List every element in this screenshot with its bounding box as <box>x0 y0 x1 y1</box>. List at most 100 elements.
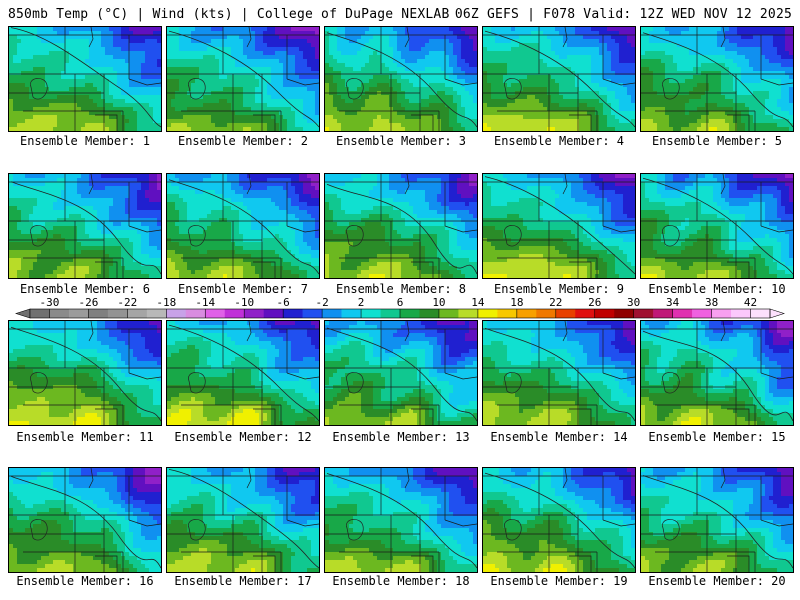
temperature-cell <box>571 107 576 112</box>
temperature-cell <box>421 119 426 124</box>
temperature-cell <box>357 75 362 80</box>
temperature-cell <box>607 115 612 120</box>
temperature-cell <box>137 67 142 72</box>
temperature-cell <box>539 35 544 40</box>
temperature-cell <box>539 127 544 131</box>
temperature-cell <box>499 83 504 88</box>
temperature-cell <box>539 115 544 120</box>
temperature-cell <box>219 115 224 120</box>
temperature-cell <box>753 71 758 76</box>
temperature-cell <box>219 35 224 40</box>
temperature-cell <box>551 43 556 48</box>
temperature-cell <box>409 79 414 84</box>
temperature-cell <box>669 55 674 60</box>
temperature-cell <box>377 51 382 56</box>
temperature-cell <box>777 71 782 76</box>
temperature-cell <box>665 83 670 88</box>
temperature-cell <box>157 107 161 112</box>
temperature-cell <box>789 107 793 112</box>
temperature-cell <box>729 111 734 116</box>
temperature-cell <box>105 107 110 112</box>
temperature-cell <box>685 51 690 56</box>
state-borders <box>167 27 319 131</box>
temperature-cell <box>137 39 142 44</box>
temperature-cell <box>219 67 224 72</box>
temperature-cell <box>701 79 706 84</box>
temperature-cell <box>631 27 635 32</box>
temperature-cell <box>89 67 94 72</box>
temperature-cell <box>599 123 604 128</box>
temperature-cell <box>101 27 106 32</box>
temperature-cell <box>29 55 34 60</box>
temperature-cell <box>333 67 338 72</box>
temperature-cell <box>657 75 662 80</box>
temperature-cell <box>725 67 730 72</box>
temperature-cell <box>77 95 82 100</box>
temperature-cell <box>709 47 714 52</box>
temperature-cell <box>349 43 354 48</box>
temperature-cell <box>773 55 778 60</box>
temperature-cell <box>551 35 556 40</box>
temperature-cell <box>93 83 98 88</box>
temperature-cell <box>287 79 292 84</box>
temperature-cell <box>105 95 110 100</box>
temperature-cell <box>571 63 576 68</box>
temperature-cell <box>595 79 600 84</box>
temperature-cell <box>519 39 524 44</box>
temperature-cell <box>37 111 42 116</box>
temperature-cell <box>709 63 714 68</box>
temperature-cell <box>21 67 26 72</box>
temperature-cell <box>765 115 770 120</box>
temperature-cell <box>279 71 284 76</box>
temperature-cell <box>259 31 264 36</box>
temperature-cell <box>341 87 346 92</box>
temperature-cell <box>583 51 588 56</box>
temperature-cell <box>337 67 342 72</box>
temperature-cell <box>41 75 46 80</box>
temperature-cell <box>619 87 624 92</box>
temperature-cell <box>183 31 188 36</box>
temperature-cell <box>93 75 98 80</box>
temperature-cell <box>693 59 698 64</box>
temperature-cell <box>591 63 596 68</box>
temperature-cell <box>705 39 710 44</box>
temperature-cell <box>291 99 296 104</box>
temperature-cell <box>361 103 366 108</box>
temperature-cell <box>595 55 600 60</box>
temperature-cell <box>615 71 620 76</box>
temperature-cell <box>153 31 158 36</box>
temperature-cell <box>45 103 50 108</box>
temperature-cell <box>789 71 793 76</box>
temperature-cell <box>215 75 220 80</box>
temperature-cell <box>101 119 106 124</box>
temperature-cell <box>141 67 146 72</box>
temperature-cell <box>45 27 50 32</box>
temperature-cell <box>157 67 161 72</box>
temperature-cell <box>433 79 438 84</box>
temperature-cell <box>575 115 580 120</box>
temperature-cell <box>567 55 572 60</box>
temperature-cell <box>117 71 122 76</box>
temperature-cell <box>365 63 370 68</box>
temperature-cell <box>461 75 466 80</box>
temperature-cell <box>9 123 14 128</box>
temperature-cell <box>677 67 682 72</box>
temperature-cell <box>761 99 766 104</box>
temperature-cell <box>499 59 504 64</box>
temperature-cell <box>725 115 730 120</box>
temperature-cell <box>749 79 754 84</box>
temperature-cell <box>575 87 580 92</box>
temperature-cell <box>697 127 702 131</box>
temperature-cell <box>33 83 38 88</box>
temperature-cell <box>255 99 260 104</box>
temperature-cell <box>685 111 690 116</box>
temperature-cell <box>619 35 624 40</box>
temperature-cell <box>487 55 492 60</box>
temperature-cell <box>17 39 22 44</box>
temperature-cell <box>611 91 616 96</box>
temperature-cell <box>665 123 670 128</box>
temperature-cell <box>263 95 268 100</box>
temperature-cell <box>693 95 698 100</box>
temperature-cell <box>603 99 608 104</box>
temperature-cell <box>275 119 280 124</box>
